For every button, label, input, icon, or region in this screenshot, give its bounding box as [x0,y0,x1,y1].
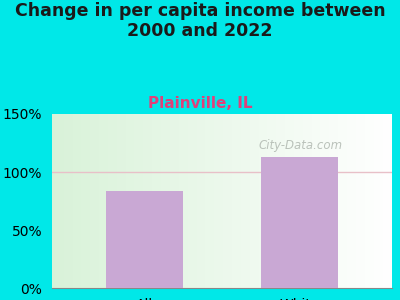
Text: City-Data.com: City-Data.com [258,139,342,152]
Text: Change in per capita income between
2000 and 2022: Change in per capita income between 2000… [15,2,385,40]
Text: Plainville, IL: Plainville, IL [148,96,252,111]
Bar [261,157,338,288]
Bar [106,190,183,288]
